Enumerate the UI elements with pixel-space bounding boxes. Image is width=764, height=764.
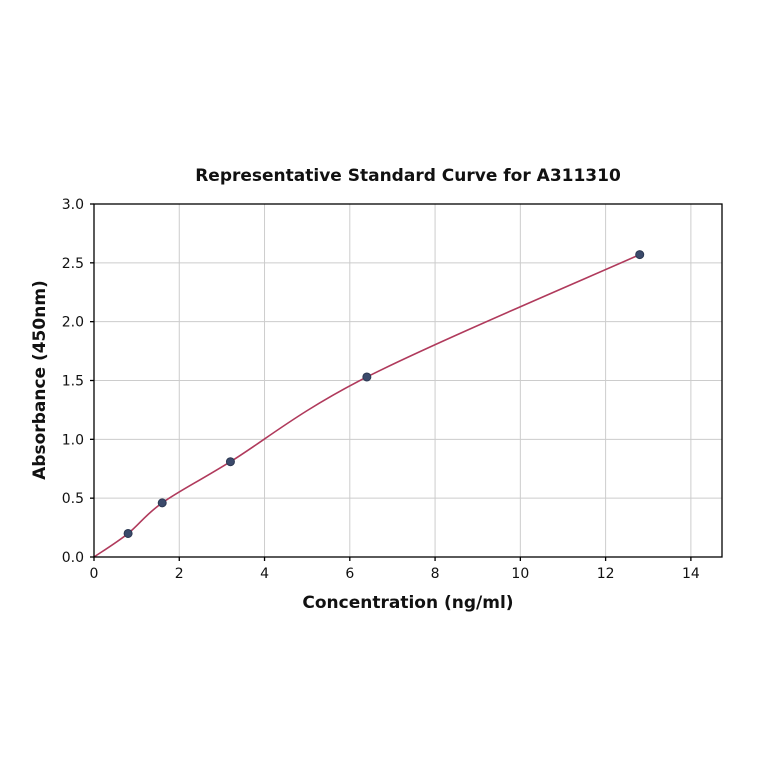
x-tick-label: 6	[345, 566, 354, 582]
y-tick-label: 2.0	[62, 315, 84, 331]
x-axis-label: Concentration (ng/ml)	[302, 593, 514, 613]
y-tick-label: 2.5	[62, 256, 84, 272]
data-point	[157, 498, 167, 508]
y-tick-label: 0.5	[62, 491, 84, 507]
x-tick-label: 8	[431, 566, 440, 582]
data-point	[123, 528, 133, 538]
y-tick-label: 1.5	[62, 374, 84, 390]
x-tick-label: 14	[682, 566, 700, 582]
x-tick-label: 4	[260, 566, 269, 582]
data-point	[362, 372, 372, 382]
data-point	[635, 250, 645, 260]
x-tick-label: 2	[175, 566, 184, 582]
x-tick-label: 10	[511, 566, 529, 582]
x-tick-label: 0	[90, 566, 99, 582]
y-tick-label: 3.0	[62, 197, 84, 213]
x-tick-label: 12	[597, 566, 615, 582]
y-tick-label: 1.0	[62, 432, 84, 448]
curve-line	[93, 253, 641, 558]
data-point	[225, 457, 235, 467]
y-axis-label: Absorbance (450nm)	[30, 280, 50, 480]
chart-title: Representative Standard Curve for A31131…	[195, 166, 621, 186]
y-tick-label: 0.0	[62, 550, 84, 566]
